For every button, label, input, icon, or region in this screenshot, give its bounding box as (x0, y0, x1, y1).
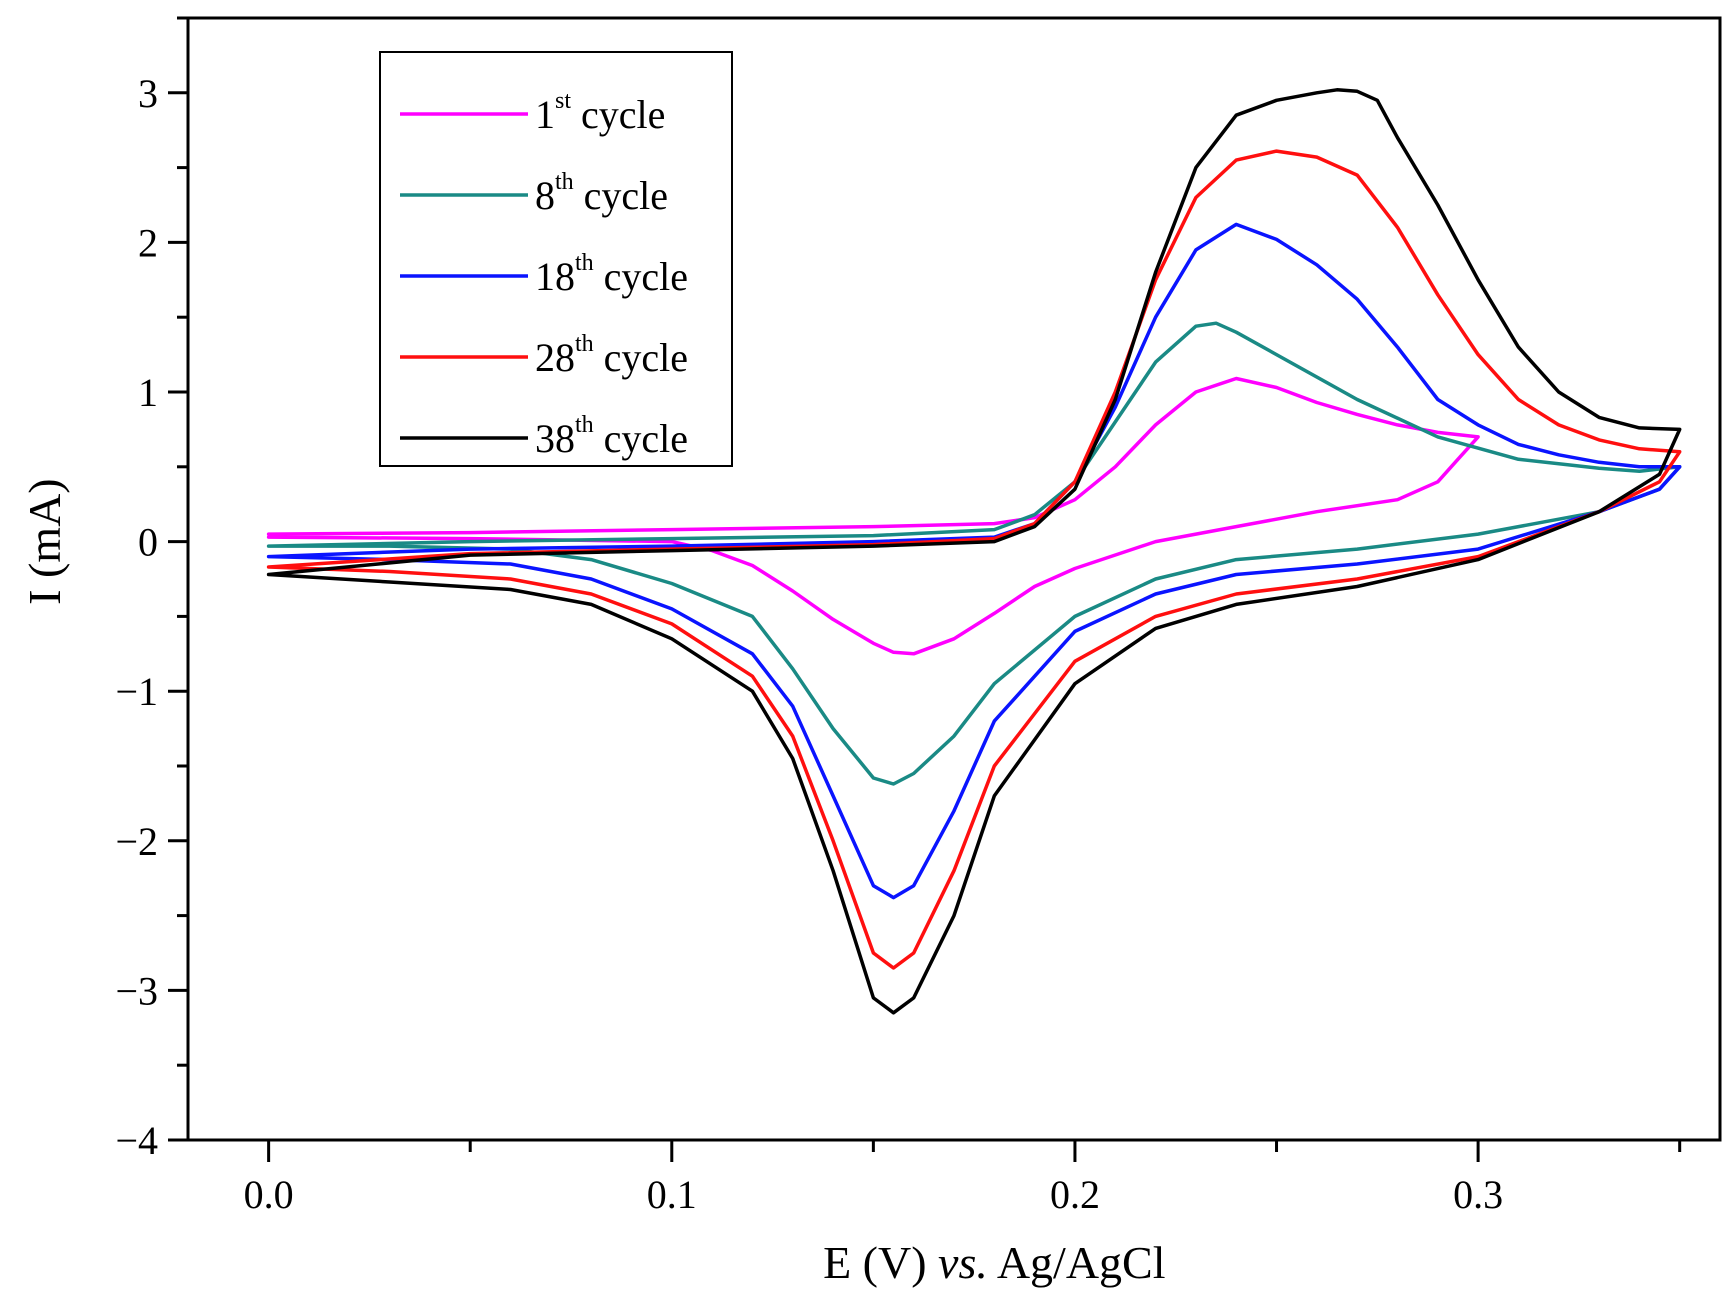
x-tick-label: 0.0 (244, 1172, 294, 1217)
y-tick-label: 1 (138, 370, 158, 415)
axis-titles: E (V) vs. Ag/AgCl I (mA) (19, 478, 1166, 1288)
x-axis-title-part: vs. (938, 1237, 988, 1288)
series-line-28th-cycle (266, 149, 1682, 970)
y-axis-title: I (mA) (19, 478, 70, 604)
legend-label-suffix: cycle (574, 173, 668, 218)
legend-label: 18th cycle (535, 250, 688, 299)
legend-label: 38th cycle (535, 412, 688, 461)
y-tick-label: −4 (115, 1118, 158, 1163)
legend-label-number: 18 (535, 254, 575, 299)
y-tick-label: −2 (115, 819, 158, 864)
legend-label-number: 38 (535, 416, 575, 461)
y-tick-label: −3 (115, 968, 158, 1013)
legend-label-number: 1 (535, 92, 555, 137)
legend-label-sup: th (575, 331, 594, 357)
legend-label-suffix: cycle (571, 92, 665, 137)
x-axis-title-part: Ag/AgCl (988, 1237, 1166, 1288)
plot-frame (186, 16, 1722, 1142)
legend-label: 28th cycle (535, 331, 688, 380)
x-axis-title: E (V) vs. Ag/AgCl (823, 1237, 1165, 1288)
legend-label-sup: th (575, 250, 594, 276)
y-tick-label: 2 (138, 220, 158, 265)
series-line-18th-cycle (266, 222, 1682, 900)
x-tick-label: 0.1 (647, 1172, 697, 1217)
legend-label-number: 8 (535, 173, 555, 218)
legend-label-number: 28 (535, 335, 575, 380)
legend-label: 8th cycle (535, 169, 668, 218)
series-line-1st-cycle (266, 376, 1480, 656)
legend-label: 1st cycle (535, 88, 665, 137)
y-tick-label: 0 (138, 520, 158, 565)
legend-label-sup: th (575, 412, 594, 438)
legend-box (379, 51, 733, 467)
x-axis-title-part: E (V) (823, 1237, 938, 1288)
axes-group: 0.0 0.1 0.2 0.3 3 2 1 0 −1 −2 −3 −4 (115, 16, 1682, 1217)
legend-label-sup: st (555, 88, 571, 114)
legend-label-suffix: cycle (594, 416, 688, 461)
series-group (266, 88, 1682, 1015)
x-tick-label: 0.2 (1050, 1172, 1100, 1217)
legend-label-sup: th (555, 169, 574, 195)
legend-label-suffix: cycle (594, 254, 688, 299)
legend-label-suffix: cycle (594, 335, 688, 380)
y-tick-label: −1 (115, 669, 158, 714)
series-line-38th-cycle (266, 88, 1682, 1015)
y-tick-label: 3 (138, 71, 158, 116)
x-tick-label: 0.3 (1453, 1172, 1503, 1217)
